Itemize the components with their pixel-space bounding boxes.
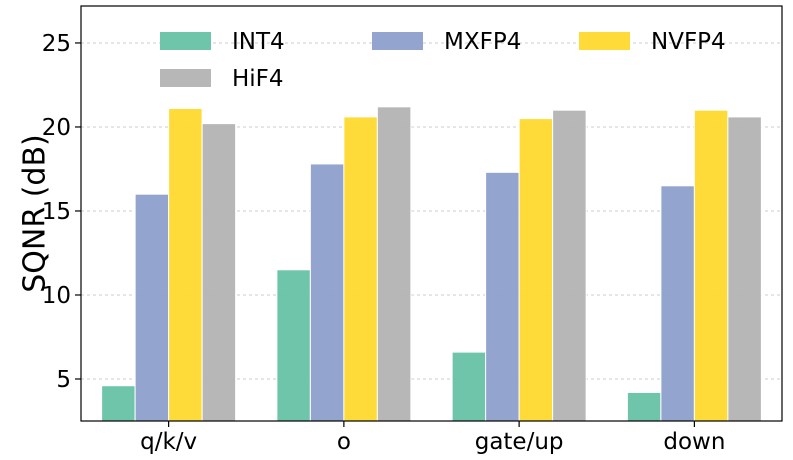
- y-tick-label: 25: [42, 31, 71, 57]
- bar-mxfp4-1: [309, 163, 345, 422]
- bar-int4-3: [626, 391, 662, 422]
- bar-nvfp4-3: [693, 109, 729, 422]
- x-tick-label: gate/up: [475, 429, 564, 455]
- bar-hif4-2: [552, 109, 587, 422]
- y-tick-label: 20: [42, 115, 71, 141]
- bar-int4-2: [451, 351, 487, 422]
- legend-swatch-int4: [160, 32, 211, 50]
- legend-swatch-nvfp4: [579, 32, 630, 50]
- bar-nvfp4-0: [168, 107, 203, 422]
- legend: INT4 MXFP4 NVFP4 HiF4: [160, 29, 726, 92]
- y-tick-label: 5: [56, 367, 71, 393]
- bars: [101, 106, 762, 422]
- bar-mxfp4-0: [134, 193, 170, 422]
- x-axis-ticks: q/k/v o gate/up down: [140, 421, 725, 455]
- bar-nvfp4-2: [518, 118, 554, 422]
- legend-swatch-hif4: [160, 69, 211, 87]
- bar-hif4-0: [201, 123, 237, 422]
- bar-mxfp4-2: [485, 171, 520, 422]
- y-tick-label: 15: [42, 199, 71, 225]
- legend-label-hif4: HiF4: [232, 66, 284, 92]
- x-tick-label: down: [663, 429, 725, 455]
- bar-int4-1: [276, 269, 311, 422]
- plot-area-frame: [80, 5, 783, 422]
- y-axis-ticks: 5 10 15 20 25: [42, 31, 81, 393]
- legend-label-nvfp4: NVFP4: [651, 29, 726, 55]
- legend-label-mxfp4: MXFP4: [444, 29, 521, 55]
- bar-hif4-3: [727, 116, 762, 422]
- bar-nvfp4-1: [343, 116, 378, 422]
- bar-int4-0: [101, 385, 136, 422]
- legend-label-int4: INT4: [232, 29, 285, 55]
- bar-mxfp4-3: [660, 185, 695, 422]
- x-tick-label: o: [337, 429, 351, 455]
- y-tick-label: 10: [42, 283, 71, 309]
- legend-swatch-mxfp4: [372, 32, 423, 50]
- x-tick-label: q/k/v: [140, 429, 197, 455]
- y-axis-label: SQNR (dB): [18, 134, 53, 293]
- bar-hif4-1: [376, 106, 412, 422]
